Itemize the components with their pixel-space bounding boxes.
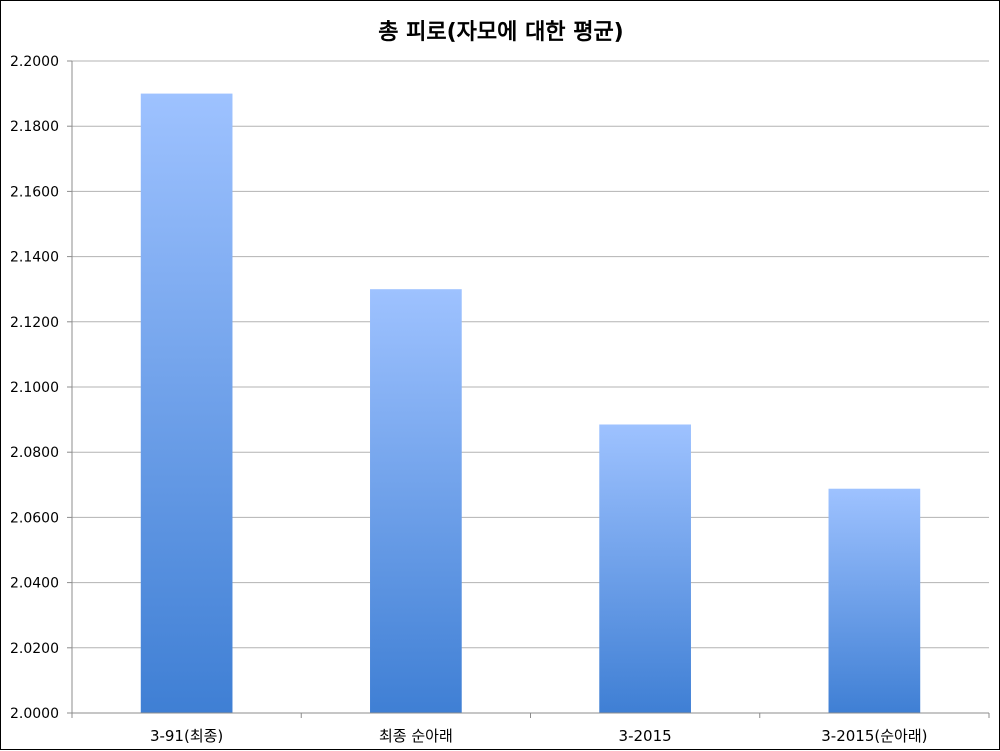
y-tick-label: 2.1400 (10, 250, 59, 266)
y-tick-labels: 2.0000 2.0200 2.0400 2.0600 2.0800 2.1000 2.12… (10, 54, 59, 722)
x-category-label: 최종 순아래 (379, 727, 453, 745)
y-tick-label: 2.0400 (10, 576, 59, 592)
chart-title: 총 피로(자모에 대한 평균) (378, 20, 624, 45)
bar-2 (370, 289, 462, 713)
y-tick-label: 2.0000 (10, 706, 59, 722)
x-category-label: 3-91(최종) (150, 727, 223, 745)
y-tick-label: 2.0800 (10, 445, 59, 461)
bar-3 (599, 424, 691, 713)
x-category-label: 3-2015(순아래) (821, 727, 927, 745)
y-tick-label: 2.2000 (10, 54, 59, 70)
y-tick-label: 2.0600 (10, 510, 59, 526)
y-tick-label: 2.1600 (10, 184, 59, 200)
bars (140, 93, 921, 714)
x-category-labels: 3-91(최종) 최종 순아래 3-2015 3-2015(순아래) (150, 727, 928, 745)
y-tick-label: 2.1200 (10, 315, 59, 331)
y-tick-label: 2.0200 (10, 641, 59, 657)
y-tick-label: 2.1800 (10, 119, 59, 135)
y-tick-label: 2.1000 (10, 380, 59, 396)
bar-4 (828, 488, 921, 713)
bar-1 (140, 93, 233, 714)
x-category-label: 3-2015 (619, 727, 672, 745)
axes (71, 61, 990, 718)
